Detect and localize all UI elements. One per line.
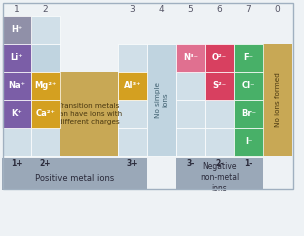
Bar: [205, 44, 234, 72]
Text: Mg²⁺: Mg²⁺: [34, 81, 57, 90]
Bar: [31, 128, 60, 156]
Text: No ions formed: No ions formed: [275, 72, 281, 127]
Bar: [234, 44, 263, 72]
Bar: [263, 44, 292, 156]
Bar: [205, 128, 234, 156]
Bar: [2, 100, 31, 128]
Text: 1: 1: [14, 4, 19, 13]
Text: N³⁻: N³⁻: [183, 54, 198, 63]
Bar: [118, 72, 147, 100]
Bar: [2, 158, 147, 190]
Text: 5: 5: [188, 4, 193, 13]
Bar: [118, 44, 147, 72]
Bar: [234, 128, 263, 156]
Bar: [234, 72, 263, 100]
Bar: [2, 100, 31, 128]
Text: 1+: 1+: [11, 160, 22, 169]
Text: 4: 4: [159, 4, 164, 13]
Bar: [176, 100, 205, 128]
Text: 1-: 1-: [244, 160, 253, 169]
Bar: [2, 16, 31, 44]
Text: Li⁺: Li⁺: [10, 54, 23, 63]
Text: Al³⁺: Al³⁺: [124, 81, 141, 90]
Bar: [205, 72, 234, 100]
Bar: [176, 44, 205, 72]
Bar: [234, 100, 263, 128]
Text: Positive metal ions: Positive metal ions: [35, 174, 114, 183]
Bar: [31, 100, 60, 128]
Bar: [147, 44, 176, 156]
Bar: [2, 16, 31, 44]
Text: Na⁺: Na⁺: [8, 81, 25, 90]
Text: H⁺: H⁺: [11, 25, 22, 34]
Text: 6: 6: [217, 4, 222, 13]
Bar: [176, 128, 205, 156]
Bar: [205, 44, 234, 72]
Text: 0: 0: [275, 4, 280, 13]
Bar: [205, 100, 234, 128]
Text: O²⁻: O²⁻: [212, 54, 227, 63]
Bar: [31, 44, 60, 72]
Bar: [118, 100, 147, 128]
Bar: [31, 72, 60, 100]
Bar: [2, 128, 31, 156]
Text: 2: 2: [43, 4, 48, 13]
Bar: [31, 72, 60, 100]
Text: 3-: 3-: [186, 160, 195, 169]
Bar: [176, 158, 263, 190]
Text: 2-: 2-: [215, 160, 224, 169]
Text: No simple
ions: No simple ions: [155, 82, 168, 118]
Bar: [2, 44, 31, 72]
Text: Negative
non-metal
ions: Negative non-metal ions: [200, 162, 239, 194]
Text: 3+: 3+: [127, 160, 138, 169]
Bar: [60, 72, 118, 156]
Text: F⁻: F⁻: [244, 54, 254, 63]
Bar: [205, 72, 234, 100]
Text: 7: 7: [246, 4, 251, 13]
Bar: [2, 72, 31, 100]
Bar: [31, 16, 60, 44]
Bar: [2, 44, 31, 72]
Bar: [31, 100, 60, 128]
Text: Ca²⁺: Ca²⁺: [36, 110, 55, 118]
Text: Cl⁻: Cl⁻: [242, 81, 255, 90]
Text: 3: 3: [130, 4, 135, 13]
Bar: [176, 44, 205, 72]
Text: S²⁻: S²⁻: [212, 81, 226, 90]
Bar: [234, 128, 263, 156]
Text: K⁺: K⁺: [11, 110, 22, 118]
Bar: [2, 72, 31, 100]
Text: Br⁻: Br⁻: [241, 110, 256, 118]
Bar: [118, 128, 147, 156]
Bar: [3, 3, 293, 189]
Text: 2+: 2+: [40, 160, 51, 169]
Text: I⁻: I⁻: [245, 138, 252, 147]
Bar: [234, 44, 263, 72]
Text: Transition metals
can have ions with
different charges: Transition metals can have ions with dif…: [55, 103, 123, 125]
Bar: [31, 44, 60, 72]
Bar: [176, 72, 205, 100]
Bar: [234, 72, 263, 100]
Bar: [234, 100, 263, 128]
Bar: [118, 72, 147, 100]
